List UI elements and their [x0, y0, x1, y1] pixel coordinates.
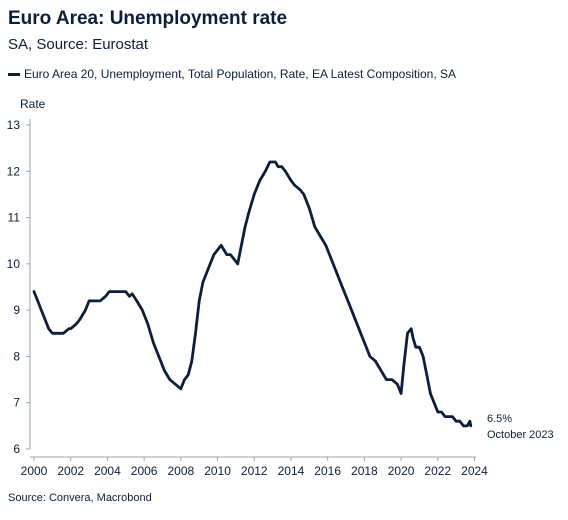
- x-tick-label: 2024: [461, 464, 488, 478]
- annotation-date: October 2023: [487, 429, 554, 441]
- y-tick-label: 10: [7, 257, 21, 271]
- y-tick-label: 7: [13, 396, 20, 410]
- x-tick-label: 2018: [351, 464, 378, 478]
- chart-subtitle: SA, Source: Eurostat: [8, 36, 149, 53]
- y-axis-label: Rate: [20, 97, 46, 111]
- chart-legend: Euro Area 20, Unemployment, Total Popula…: [8, 67, 456, 81]
- x-tick-label: 2014: [278, 464, 305, 478]
- x-tick-label: 2006: [131, 464, 158, 478]
- y-tick-label: 13: [7, 118, 21, 132]
- x-tick-label: 2012: [241, 464, 268, 478]
- x-axis: 2000 2002 2004 2006 2008 2010 2012 2014 2016 2018…: [21, 457, 488, 478]
- x-tick-label: 2020: [388, 464, 415, 478]
- x-tick-label: 2016: [314, 464, 341, 478]
- chart-title: Euro Area: Unemployment rate: [8, 8, 288, 29]
- legend-swatch: [8, 72, 20, 76]
- x-tick-label: 2002: [57, 464, 84, 478]
- x-tick-label: 2010: [204, 464, 231, 478]
- y-axis: 6 7 8 9 10 11 12 13: [7, 118, 30, 456]
- x-tick-label: 2008: [167, 464, 194, 478]
- y-tick-label: 6: [13, 442, 20, 456]
- source-note: Source: Convera, Macrobond: [8, 492, 152, 504]
- x-tick-label: 2022: [424, 464, 451, 478]
- annotation-value: 6.5%: [487, 413, 512, 425]
- y-tick-label: 12: [7, 164, 21, 178]
- series-line-unemployment: [32, 160, 473, 428]
- y-tick-label: 8: [13, 349, 20, 363]
- x-tick-label: 2004: [94, 464, 121, 478]
- y-tick-label: 9: [13, 303, 20, 317]
- y-tick-label: 11: [8, 211, 21, 225]
- x-tick-label: 2000: [21, 464, 48, 478]
- legend-label: Euro Area 20, Unemployment, Total Popula…: [24, 67, 457, 81]
